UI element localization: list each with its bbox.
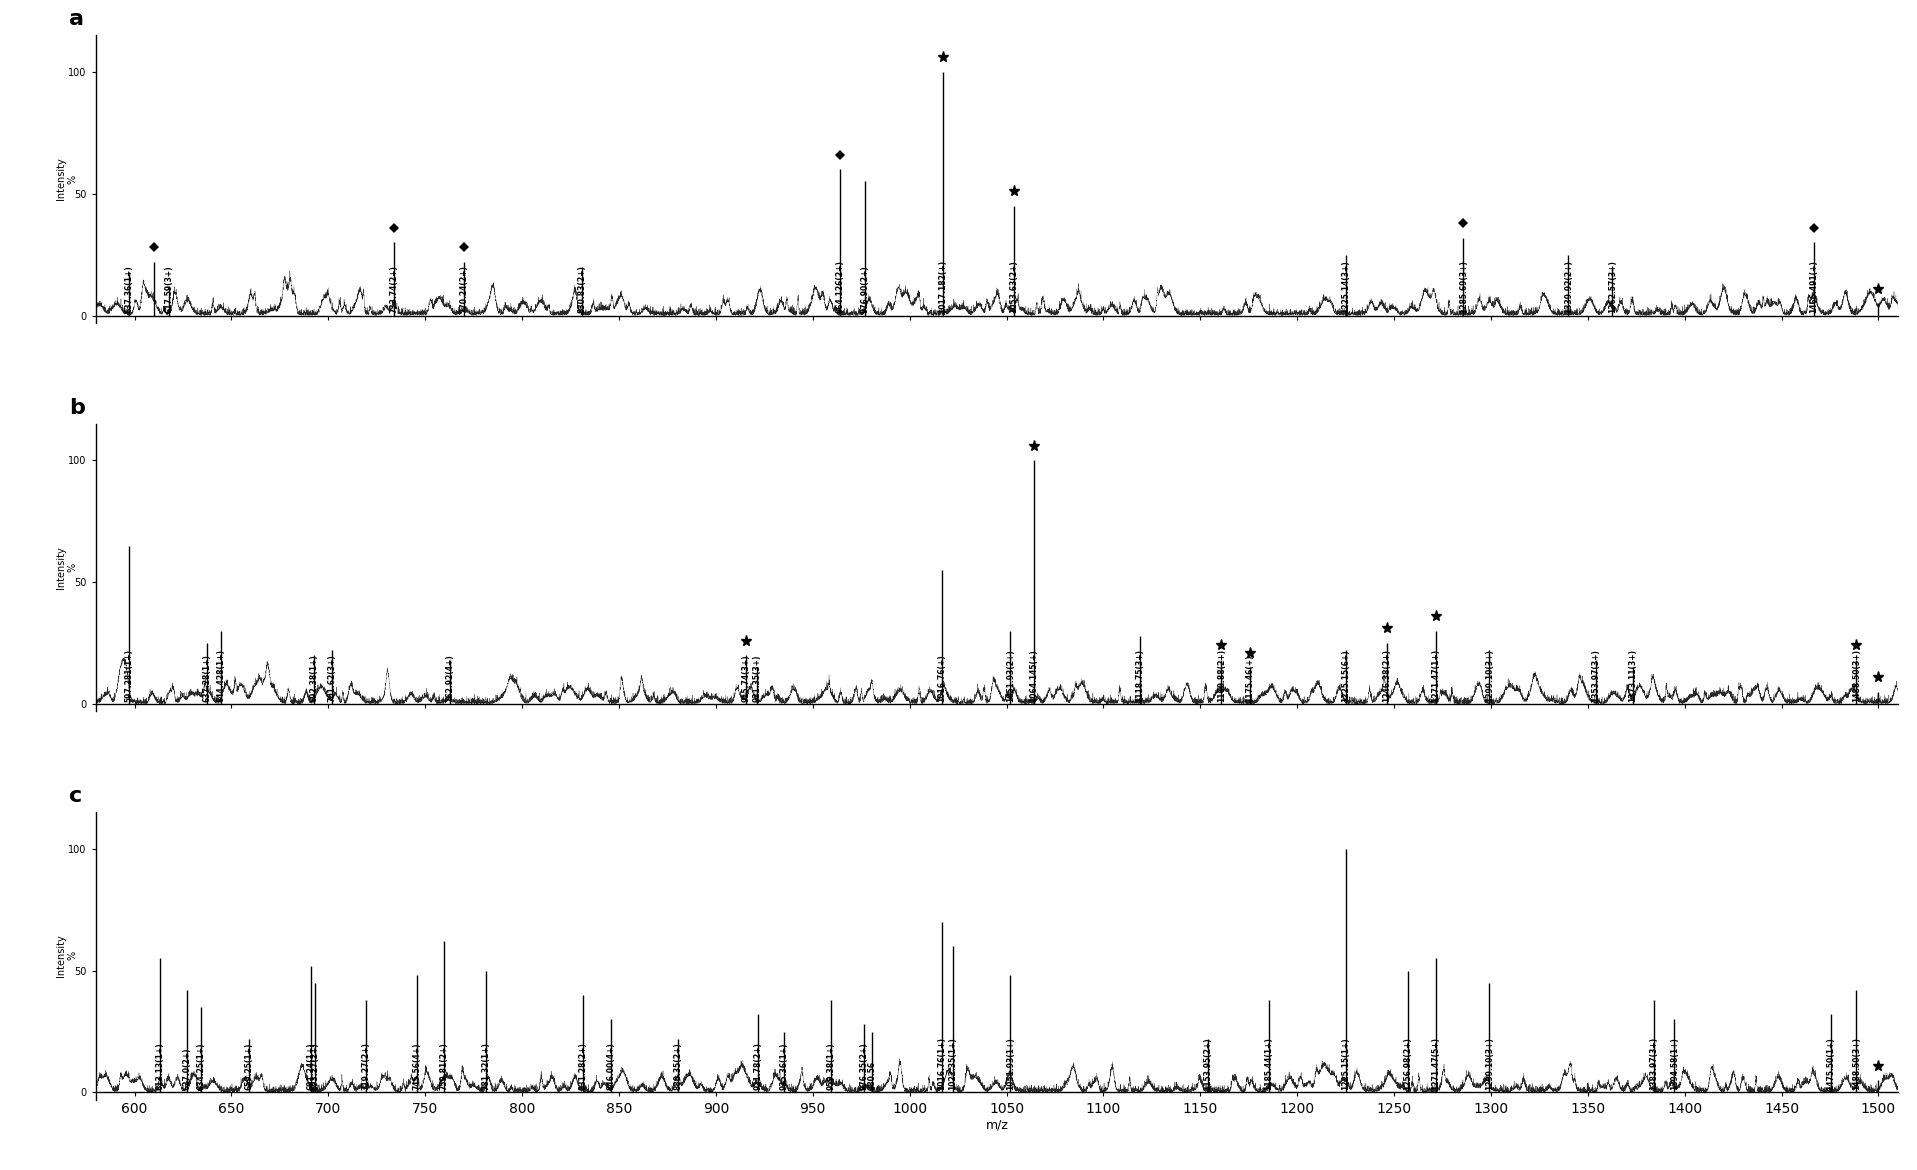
Text: 935.36(1+): 935.36(1+) (780, 1042, 790, 1090)
Text: 1064.145(+): 1064.145(+) (1029, 649, 1039, 702)
Y-axis label: Intensity
%: Intensity % (56, 546, 79, 589)
Text: 617.59(3+): 617.59(3+) (165, 266, 173, 314)
Text: 1394.58(1+): 1394.58(1+) (1670, 1037, 1679, 1090)
Text: 1299.10(3+): 1299.10(3+) (1484, 648, 1493, 702)
Text: 1051.93(1+): 1051.93(1+) (1006, 1038, 1014, 1090)
Text: 1353.97(3+): 1353.97(3+) (1591, 648, 1601, 702)
Text: 1118.75(3+): 1118.75(3+) (1135, 648, 1144, 702)
Text: 1022.35(1+): 1022.35(1+) (949, 1038, 957, 1090)
Text: 597.281(1+): 597.281(1+) (125, 648, 134, 702)
Text: 627.0(2+): 627.0(2+) (182, 1047, 192, 1090)
Text: 762.92(4+): 762.92(4+) (447, 654, 454, 702)
Text: 1285.69(3+): 1285.69(3+) (1459, 260, 1468, 314)
Text: 1160.88(2+): 1160.88(2+) (1217, 648, 1225, 702)
Text: 976.90(2+): 976.90(2+) (861, 266, 870, 314)
Text: 613.13(1+): 613.13(1+) (155, 1042, 165, 1090)
Text: 1016.76(+): 1016.76(+) (937, 654, 947, 702)
Text: 759.81(2+): 759.81(2+) (439, 1042, 449, 1090)
Text: 1225.14(3+): 1225.14(3+) (1342, 261, 1350, 314)
Text: 1256.98(2+): 1256.98(2+) (1403, 1037, 1413, 1090)
Text: 921.78(2+): 921.78(2+) (753, 1042, 763, 1090)
Text: 1466.491(+): 1466.491(+) (1810, 260, 1817, 314)
Y-axis label: Intensity
%: Intensity % (56, 158, 79, 200)
Text: 1373.11(3+): 1373.11(3+) (1628, 648, 1637, 702)
Text: 691.24(1+): 691.24(1+) (307, 1042, 316, 1090)
Text: 964.126(2+): 964.126(2+) (836, 260, 845, 314)
Text: 831.28(2+): 831.28(2+) (579, 1042, 587, 1090)
Text: 846.00(4+): 846.00(4+) (608, 1042, 615, 1090)
Text: 781.32(1+): 781.32(1+) (481, 1042, 491, 1090)
Text: 1185.44(1+): 1185.44(1+) (1265, 1037, 1273, 1090)
Text: 719.27(2+): 719.27(2+) (360, 1042, 370, 1090)
Text: 880.35(2+): 880.35(2+) (673, 1042, 682, 1090)
X-axis label: m/z: m/z (985, 1119, 1008, 1131)
Text: 1225.15(1+): 1225.15(1+) (1342, 1038, 1350, 1090)
Text: c: c (69, 786, 82, 806)
Text: 1299.10(3+): 1299.10(3+) (1484, 1037, 1493, 1090)
Text: 1225.15(6+): 1225.15(6+) (1342, 649, 1350, 702)
Text: 830.83(2+): 830.83(2+) (577, 266, 587, 314)
Text: 1475.50(1+): 1475.50(1+) (1827, 1038, 1835, 1090)
Text: 976.35(2+): 976.35(2+) (859, 1042, 868, 1090)
Text: 1053.63(2+): 1053.63(2+) (1008, 261, 1018, 314)
Text: 701.62(3+): 701.62(3+) (328, 654, 335, 702)
Text: 733.74(2+): 733.74(2+) (389, 266, 399, 314)
Text: 644.428(1+): 644.428(1+) (217, 648, 224, 702)
Text: 1339.92(2+): 1339.92(2+) (1564, 260, 1572, 314)
Text: 915.74(3+): 915.74(3+) (742, 654, 751, 702)
Text: 1271.47(5+): 1271.47(5+) (1432, 1037, 1440, 1090)
Text: 659.25(1+): 659.25(1+) (245, 1042, 253, 1090)
Text: 1175.46(+): 1175.46(+) (1246, 654, 1254, 702)
Text: 1051.93(2+): 1051.93(2+) (1006, 649, 1014, 702)
Text: 980.56: 980.56 (868, 1061, 876, 1090)
Text: 959.38(1+): 959.38(1+) (826, 1042, 836, 1090)
Text: 637.28(1+): 637.28(1+) (203, 654, 211, 702)
Text: 770.24(2+): 770.24(2+) (460, 266, 470, 314)
Text: 693.27(2+): 693.27(2+) (311, 1042, 320, 1090)
Y-axis label: Intensity
%: Intensity % (56, 935, 79, 977)
Text: a: a (69, 9, 84, 29)
Text: 1271.47(1+): 1271.47(1+) (1432, 648, 1440, 702)
Text: 1017.182(+): 1017.182(+) (939, 260, 947, 314)
Text: 1488.50(3+): 1488.50(3+) (1852, 1037, 1861, 1090)
Text: 1246.38(2+): 1246.38(2+) (1382, 648, 1392, 702)
Text: 692.38(1+): 692.38(1+) (309, 654, 318, 702)
Text: 637.36(1+): 637.36(1+) (125, 266, 134, 314)
Text: 1383.97(3+): 1383.97(3+) (1649, 1037, 1658, 1090)
Text: 1153.95(2+): 1153.95(2+) (1204, 1038, 1212, 1090)
Text: 1016.76(1+): 1016.76(1+) (937, 1037, 947, 1090)
Text: b: b (69, 398, 84, 418)
Text: 1362.57(3+): 1362.57(3+) (1608, 260, 1616, 314)
Text: 1488.50(3+): 1488.50(3+) (1852, 648, 1861, 702)
Text: 634.25(1+): 634.25(1+) (196, 1042, 205, 1090)
Text: 745.56(4+): 745.56(4+) (412, 1042, 422, 1090)
Text: 921.35(3+): 921.35(3+) (753, 654, 761, 702)
